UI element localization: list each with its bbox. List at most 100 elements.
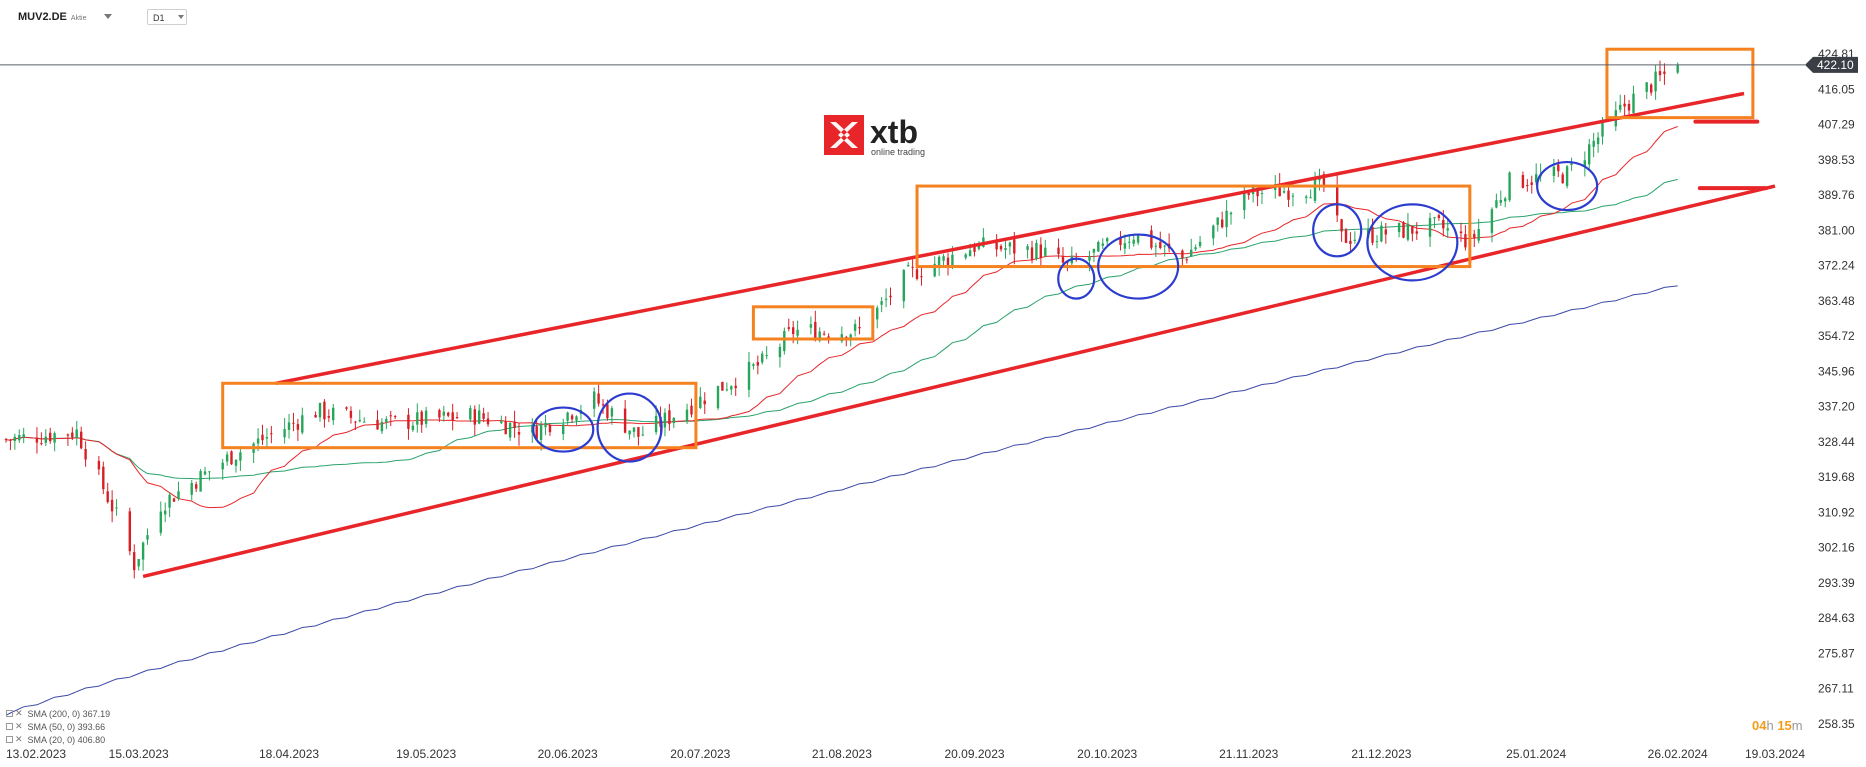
price-tick-label: 354.72 [1818, 329, 1855, 343]
candle-up [1194, 247, 1197, 250]
candle-down [1658, 71, 1662, 76]
candle-up [539, 424, 543, 440]
candle-up [1154, 245, 1157, 247]
sma-200-line [5, 285, 1678, 716]
date-tick-label: 13.02.2023 [6, 747, 66, 761]
candle-down [623, 408, 627, 433]
legend-sma-200[interactable]: ✕ SMA (200, 0) 367.19 [6, 708, 110, 719]
candle-down [920, 276, 923, 278]
legend-sma-50[interactable]: ✕ SMA (50, 0) 393.66 [6, 721, 105, 732]
legend-settings-icon[interactable] [6, 723, 13, 730]
symbol-label: MUV2.DE [18, 11, 67, 23]
candle-up [632, 427, 636, 432]
candle-up [968, 250, 972, 257]
candle-up [1291, 195, 1295, 197]
candle-up [783, 331, 786, 351]
legend-label: SMA (50, 0) 393.66 [27, 721, 106, 732]
candle-down [973, 246, 976, 252]
candle-down [345, 407, 348, 409]
candle-up [177, 491, 180, 499]
timeframe-dropdown-icon[interactable] [178, 15, 184, 19]
legend-remove-icon[interactable]: ✕ [15, 734, 23, 744]
candle-down [911, 266, 914, 268]
candle-up [1676, 65, 1679, 73]
candle-up [685, 409, 689, 422]
candle-down [106, 491, 109, 503]
trend-channel-upper [275, 91, 1745, 386]
candle-down [548, 424, 552, 433]
price-tick-label: 258.35 [1818, 717, 1855, 731]
price-tick-label: 363.48 [1818, 294, 1855, 308]
candle-down [128, 511, 131, 552]
price-tick-label: 345.96 [1818, 364, 1855, 378]
legend-label: SMA (200, 0) 367.19 [27, 708, 111, 719]
candle-up [1504, 198, 1507, 202]
candle-up [672, 418, 675, 424]
candle-up [1380, 225, 1383, 242]
price-tick-label: 372.24 [1818, 259, 1855, 273]
symbol-dropdown-icon[interactable] [104, 14, 112, 19]
candle-down [1159, 242, 1162, 248]
candle-up [566, 412, 569, 421]
candle-down [1061, 256, 1065, 263]
sma-20-line [5, 126, 1678, 509]
candle-down [668, 410, 671, 425]
timeframe-selector[interactable]: D1 [147, 9, 187, 25]
candle-down [1322, 174, 1326, 186]
candle-up [1535, 174, 1538, 183]
candle-down [110, 499, 114, 512]
legend-remove-icon[interactable]: ✕ [15, 708, 23, 718]
date-tick-label: 21.12.2023 [1351, 747, 1411, 761]
candle-down [455, 417, 459, 419]
candle-up [137, 559, 140, 567]
date-tick-label: 21.11.2023 [1219, 747, 1278, 761]
candle-up [287, 422, 291, 430]
candle-up [1499, 200, 1502, 203]
candle-up [1508, 172, 1511, 201]
candle-down [40, 443, 43, 445]
legend-sma-20[interactable]: ✕ SMA (20, 0) 406.80 [6, 734, 105, 745]
date-tick-label: 20.09.2023 [944, 747, 1004, 761]
candle-up [53, 433, 56, 443]
candle-up [1313, 179, 1317, 201]
candle-down [1437, 215, 1441, 218]
candle-down [1526, 185, 1529, 186]
candle-up [358, 419, 361, 422]
candle-down [270, 433, 273, 435]
candle-down [230, 451, 233, 465]
candle-up [761, 353, 764, 363]
candle-up [1216, 217, 1219, 225]
candle-down [1464, 234, 1467, 248]
candle-down [517, 432, 521, 435]
legend-settings-icon[interactable] [6, 710, 13, 717]
candle-down [133, 552, 136, 571]
candle-up [1132, 239, 1135, 244]
candle-down [1013, 239, 1016, 254]
candle-down [473, 409, 476, 425]
candle-down [946, 257, 950, 266]
candle-down [407, 414, 410, 429]
candle-down [1530, 182, 1533, 185]
consolidation-box [915, 184, 1472, 269]
candle-down [787, 327, 790, 329]
consolidation-box [751, 305, 875, 341]
sma-200-path [5, 285, 1678, 716]
date-tick-label: 19.03.2024 [1745, 747, 1805, 761]
candle-down [1521, 175, 1525, 188]
candle-down [292, 422, 295, 424]
candle-down [535, 426, 538, 439]
candle-up [1428, 218, 1432, 237]
symbol-selector[interactable]: MUV2.DE Aktie [18, 11, 86, 23]
price-tick-label: 284.63 [1818, 611, 1855, 625]
candle-up [1035, 242, 1038, 259]
candle-up [1225, 210, 1228, 228]
legend-remove-icon[interactable]: ✕ [15, 721, 23, 731]
candle-down [1278, 184, 1281, 197]
candle-up [1004, 248, 1007, 251]
candle-down [1650, 84, 1653, 93]
legend-settings-icon[interactable] [6, 736, 13, 743]
candle-up [876, 307, 879, 320]
candle-down [814, 321, 817, 341]
date-tick-label: 20.06.2023 [538, 747, 598, 761]
